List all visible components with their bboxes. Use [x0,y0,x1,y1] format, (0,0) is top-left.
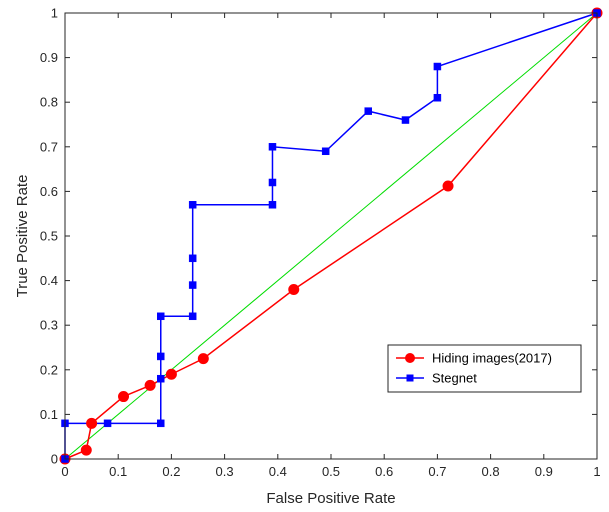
blue-square-marker [268,178,277,187]
blue-square-marker [103,419,112,428]
x-tick-label: 0.9 [535,464,553,479]
y-tick-label: 0 [51,452,58,467]
legend-circle-marker [405,353,415,363]
red-circle-marker [80,444,92,456]
blue-square-marker [401,116,410,124]
blue-square-marker [188,281,197,289]
red-circle-marker [197,353,209,365]
blue-square-marker [268,143,277,151]
y-tick-label: 1 [51,6,58,21]
blue-square-marker [157,419,165,428]
legend-square-marker [406,374,414,382]
y-tick-label: 0.7 [40,139,58,154]
red-circle-marker [144,379,156,391]
blue-square-marker [157,374,165,383]
x-tick-label: 0.4 [269,464,287,479]
y-tick-label: 0.1 [40,407,58,422]
y-tick-label: 0.9 [40,50,58,65]
y-tick-label: 0.3 [40,318,58,333]
blue-square-marker [157,352,165,361]
blue-square-marker [188,201,197,209]
y-axis-label: True Positive Rate [14,175,31,298]
x-tick-label: 1 [593,464,600,479]
red-circle-marker [442,180,454,192]
red-circle-marker [86,417,98,429]
x-axis-label: False Positive Rate [266,490,395,507]
x-tick-label: 0.8 [482,464,500,479]
x-tick-label: 0.2 [162,464,180,479]
red-circle-marker [118,391,130,403]
y-tick-label: 0.4 [40,273,58,288]
series-line-stegnet [64,12,598,459]
x-tick-label: 0.6 [375,464,393,479]
x-tick-label: 0 [61,464,68,479]
blue-square-marker [188,312,197,321]
blue-square-marker [321,147,330,156]
legend: Hiding images(2017) Stegnet [387,344,582,393]
red-circle-marker [165,368,177,380]
x-tick-label: 0.7 [428,464,446,479]
x-tick-label: 0.5 [322,464,340,479]
blue-square-marker [268,201,277,209]
red-circle-marker [288,284,300,296]
ticks-layer: 0 0.1 0.2 0.3 0.4 0.5 0.6 0.7 0.8 0.9 1 0 0.1 0.2 0.3 0… [40,6,601,480]
y-tick-label: 0.2 [40,362,58,377]
legend-box [387,344,582,393]
blue-square-marker [364,107,372,115]
legend-label: Stegnet [432,371,477,386]
blue-square-marker [433,62,442,71]
blue-square-marker [157,312,165,321]
blue-square-marker [433,93,442,102]
x-tick-label: 0.1 [109,464,127,479]
y-tick-label: 0.5 [40,229,58,244]
y-tick-label: 0.6 [40,184,58,199]
legend-label: Hiding images(2017) [432,351,552,366]
y-tick-label: 0.8 [40,95,58,110]
x-tick-label: 0.3 [216,464,234,479]
blue-square-marker [188,254,197,263]
